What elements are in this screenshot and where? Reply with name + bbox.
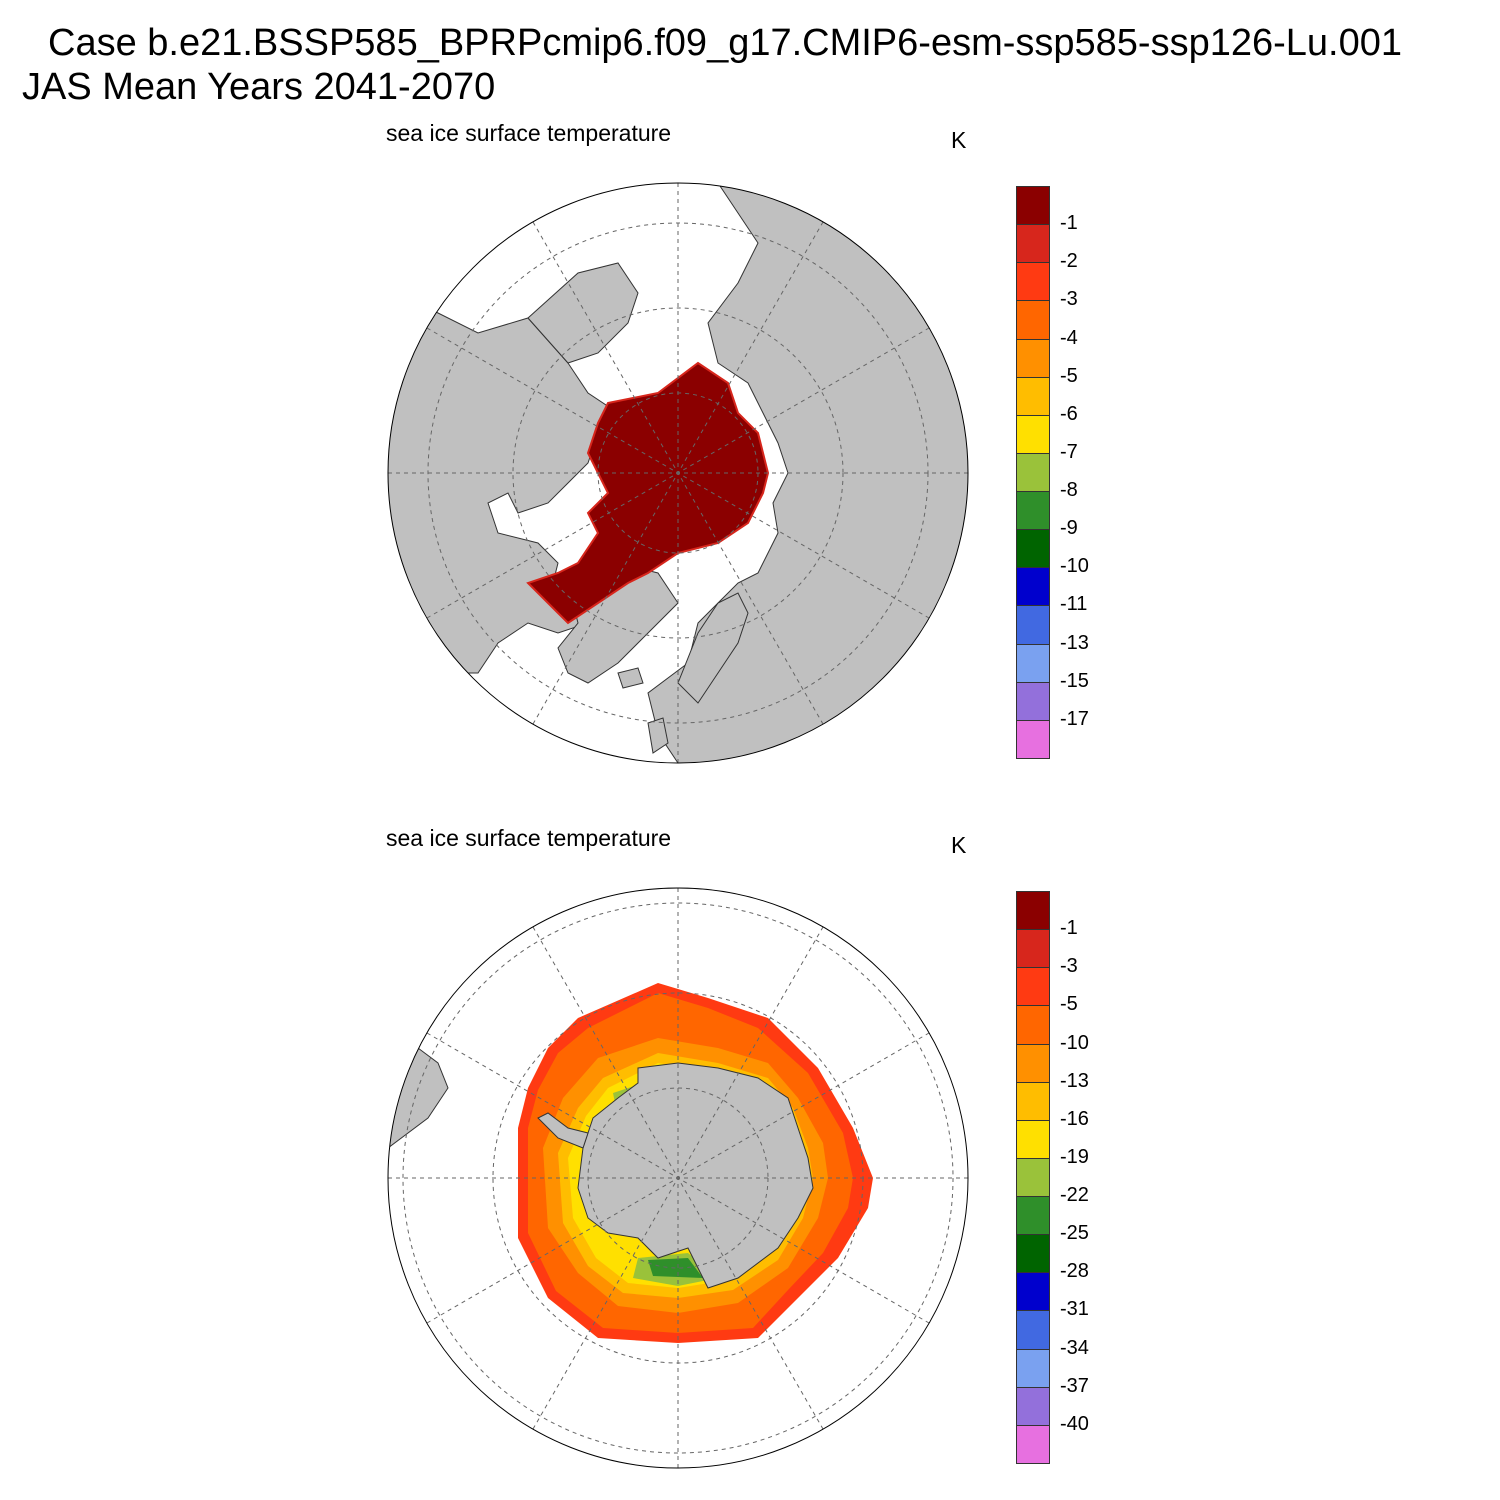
south-colorbar-swatch [1016, 1234, 1050, 1274]
north-america-land [388, 307, 619, 674]
south-colorbar-swatch [1016, 967, 1050, 1007]
north-colorbar-swatch [1016, 491, 1050, 531]
north-colorbar-label: -10 [1060, 555, 1089, 578]
north-map-border [387, 182, 969, 764]
north-colorbar-swatch [1016, 338, 1050, 378]
north-colorbar-label: -1 [1060, 212, 1078, 235]
north-colorbar-swatch [1016, 643, 1050, 683]
north-colorbar-label: -11 [1060, 593, 1088, 616]
south-colorbar-label: -40 [1060, 1412, 1089, 1435]
north-colorbar-swatch [1016, 376, 1050, 416]
north-colorbar-label: -8 [1060, 479, 1078, 502]
south-map-border [387, 887, 969, 1469]
north-colorbar-swatch [1016, 605, 1050, 645]
south-colorbar-swatch [1016, 1157, 1050, 1198]
south-units-label: K [951, 832, 967, 858]
south-colorbar: -1 -3 -5 -10 -13 -16 -19 -22 -25 -28 -31 -34 -37 -40 [1016, 891, 1089, 1464]
north-colorbar-label: -7 [1060, 440, 1078, 463]
north-colorbar-label: -4 [1060, 326, 1078, 349]
south-panel-title: sea ice surface temperature [386, 825, 672, 851]
north-meridian-150 [532, 221, 824, 725]
south-colorbar-label: -22 [1060, 1184, 1089, 1207]
south-colorbar-swatch [1016, 1310, 1050, 1350]
north-polar-map [387, 182, 969, 764]
north-colorbar-swatch [1016, 414, 1050, 454]
north-colorbar-swatch [1016, 567, 1050, 607]
north-units-label: K [951, 127, 967, 153]
figure-title-line-2: JAS Mean Years 2041-2070 [22, 66, 496, 108]
south-colorbar-label: -3 [1060, 955, 1078, 978]
south-colorbar-swatch [1016, 1386, 1050, 1426]
uk-land [647, 717, 669, 754]
south-colorbar-label: -10 [1060, 1031, 1089, 1054]
north-colorbar: -1 -2 -3 -4 -5 -6 -7 -8 -9 -10 -11 -13 -15 -17 [1016, 186, 1089, 759]
south-colorbar-swatch [1016, 1005, 1050, 1045]
figure-title-line-1: Case b.e21.BSSP585_BPRPcmip6.f09_g17.CMI… [48, 22, 1402, 64]
south-colorbar-swatch [1016, 1119, 1050, 1159]
south-colorbar-label: -25 [1060, 1222, 1089, 1245]
north-colorbar-label: -9 [1060, 517, 1078, 540]
south-colorbar-label: -34 [1060, 1336, 1089, 1359]
south-colorbar-swatch [1016, 929, 1050, 969]
south-meridian-150 [532, 926, 824, 1430]
south-colorbar-label: -19 [1060, 1145, 1089, 1168]
south-colorbar-swatch [1016, 1043, 1050, 1083]
south-colorbar-swatch [1016, 1272, 1050, 1312]
north-colorbar-swatch [1016, 452, 1050, 493]
north-colorbar-label: -2 [1060, 250, 1078, 273]
south-polar-map [387, 887, 969, 1469]
south-colorbar-swatch [1016, 1424, 1050, 1464]
south-colorbar-label: -13 [1060, 1069, 1089, 1092]
south-colorbar-label: -16 [1060, 1107, 1089, 1130]
north-colorbar-swatch [1016, 300, 1050, 340]
north-colorbar-swatch [1016, 529, 1050, 569]
south-lat-circle-60 [402, 902, 954, 1454]
north-colorbar-label: -13 [1060, 631, 1089, 654]
south-colorbar-label: -28 [1060, 1260, 1089, 1283]
north-colorbar-swatch [1016, 262, 1050, 302]
north-colorbar-swatch [1016, 681, 1050, 721]
iceland-land [617, 667, 644, 689]
north-colorbar-label: -15 [1060, 669, 1089, 692]
south-colorbar-label: -31 [1060, 1298, 1089, 1321]
north-colorbar-label: -5 [1060, 364, 1078, 387]
south-colorbar-swatch [1016, 1081, 1050, 1121]
north-colorbar-swatch [1016, 719, 1050, 759]
north-colorbar-swatch [1016, 186, 1050, 226]
north-colorbar-swatch [1016, 224, 1050, 264]
south-colorbar-label: -5 [1060, 993, 1078, 1016]
south-colorbar-label: -37 [1060, 1374, 1089, 1397]
south-colorbar-swatch [1016, 1348, 1050, 1388]
north-colorbar-label: -17 [1060, 707, 1089, 730]
north-lat-circle-70 [512, 307, 844, 639]
north-panel-title: sea ice surface temperature [386, 120, 672, 146]
south-colorbar-swatch [1016, 1196, 1050, 1236]
south-colorbar-label: -1 [1060, 917, 1078, 940]
alaska-land [527, 262, 639, 364]
scandinavia-land [677, 592, 749, 704]
south-colorbar-swatch [1016, 891, 1050, 931]
antarctic-peninsula-land [537, 1112, 589, 1149]
north-sea-ice-cover [526, 361, 770, 625]
north-colorbar-label: -6 [1060, 402, 1078, 425]
north-colorbar-label: -3 [1060, 288, 1078, 311]
